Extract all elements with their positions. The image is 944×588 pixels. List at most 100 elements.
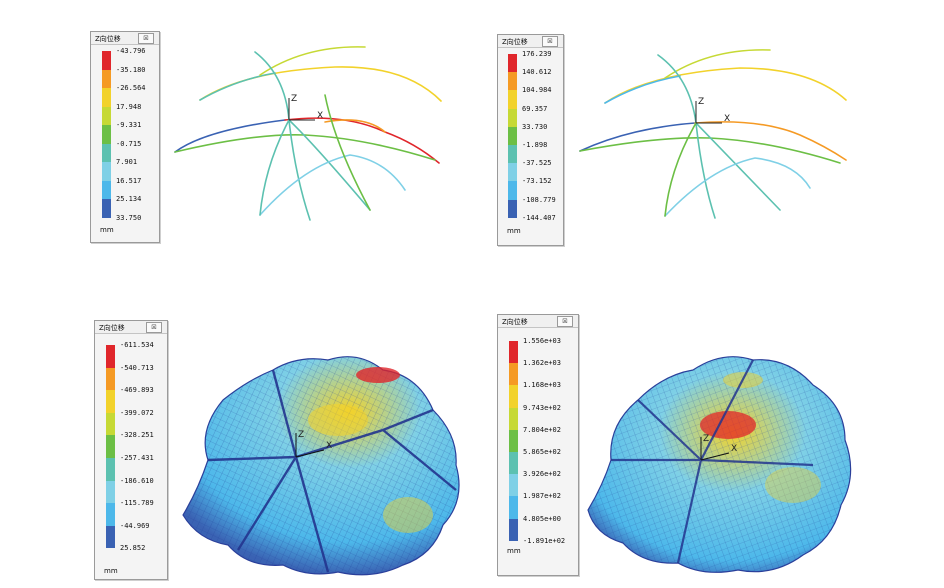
legend-titlebar[interactable]: Z向位移 ☒: [95, 321, 167, 334]
arch-member: [695, 122, 781, 211]
scale-value: 4.805e+00: [523, 514, 561, 523]
scale-value: 5.865e+02: [523, 448, 561, 456]
unit-label: mm: [104, 567, 118, 575]
scale-value: 16.517: [116, 176, 142, 185]
scale-value: 17.948: [116, 102, 142, 111]
z-axis-label: Z: [698, 97, 704, 107]
scale-value: -611.534: [120, 341, 154, 349]
scale-value: -115.789: [120, 499, 154, 508]
x-axis: [295, 449, 325, 458]
color-swatch: [102, 162, 111, 181]
scale-value: 33.730: [522, 122, 548, 131]
scale-value: -540.713: [120, 363, 154, 372]
scale-value: -0.715: [116, 139, 142, 148]
color-swatch: [106, 412, 115, 436]
color-swatch: [509, 407, 518, 430]
membrane-mesh-view-4: Z X: [587, 356, 852, 573]
arch-member: [288, 119, 371, 211]
scale-value: 1.168e+03: [523, 381, 561, 390]
color-swatch: [102, 106, 111, 125]
color-swatch: [509, 518, 518, 541]
color-swatch: [508, 145, 517, 164]
z-axis-label: Z: [291, 94, 297, 104]
scale-value: -144.407: [522, 213, 556, 222]
scale-value: 176.239: [522, 50, 552, 58]
scale-value: 140.612: [522, 68, 552, 77]
arch-member: [579, 136, 841, 164]
arch-member: [259, 154, 406, 216]
close-icon[interactable]: ☒: [138, 33, 154, 44]
legend-titlebar[interactable]: Z向位移 ☒: [498, 35, 563, 48]
scale-value: -469.893: [120, 386, 154, 395]
scale-value: -1.898: [522, 141, 548, 149]
cable: [236, 456, 298, 551]
arch-member: [324, 94, 371, 211]
arch-member: [284, 117, 440, 164]
legend-titlebar[interactable]: Z向位移 ☒: [498, 315, 578, 328]
scale-value: -186.610: [120, 476, 154, 485]
scale-value: 25.134: [116, 195, 142, 203]
color-swatch: [106, 458, 115, 481]
cable: [382, 408, 434, 432]
arch-member: [259, 119, 290, 216]
color-swatch: [509, 496, 518, 519]
x-axis-label: X: [317, 111, 323, 121]
cable: [637, 399, 702, 461]
color-swatch: [508, 199, 517, 218]
arch-member: [694, 121, 847, 161]
color-swatch: [106, 503, 115, 526]
cable: [676, 459, 703, 564]
x-axis-label: X: [724, 114, 730, 124]
color-swatch: [508, 126, 517, 145]
arch-member: [664, 122, 697, 217]
close-icon[interactable]: ☒: [146, 322, 162, 333]
scale-value: -73.152: [522, 177, 552, 186]
legend-title: Z向位移: [95, 35, 121, 43]
scale-value: 33.750: [116, 213, 142, 222]
color-swatch: [106, 390, 115, 413]
arch-member: [664, 49, 771, 79]
z-axis-label: Z: [298, 430, 304, 440]
close-icon[interactable]: ☒: [557, 316, 573, 327]
color-swatch: [508, 72, 517, 91]
scale-value: 104.984: [522, 86, 552, 95]
color-swatch: [509, 452, 518, 475]
legend-panel-2: Z向位移 ☒ 176.239 140.612 104.984 69.357 33.730…: [497, 34, 564, 246]
unit-label: mm: [100, 226, 114, 234]
color-swatch: [102, 180, 111, 199]
color-swatch: [102, 125, 111, 144]
legend-title: Z向位移: [502, 38, 528, 46]
arch-member: [259, 46, 366, 76]
cable: [207, 455, 297, 462]
scale-value: 1.987e+02: [523, 492, 561, 501]
cable: [382, 429, 457, 491]
scale-value: -44.969: [120, 521, 150, 530]
color-swatch: [508, 108, 517, 127]
color-swatch: [102, 69, 111, 88]
scale-value: 1.362e+03: [523, 359, 561, 368]
cable: [294, 456, 330, 573]
scale-value: -108.779: [522, 195, 556, 204]
cable: [295, 428, 384, 459]
legend-panel-4: Z向位移 ☒ 1.556e+03 1.362e+03 1.168e+03 9.743e…: [497, 314, 579, 576]
color-swatch: [106, 525, 115, 549]
scale-value: 7.901: [116, 158, 138, 166]
cable: [271, 369, 298, 458]
scale-value: 9.743e+02: [523, 403, 561, 412]
arch-member: [174, 119, 286, 153]
scale-value: -43.796: [116, 47, 146, 55]
color-swatch: [508, 90, 517, 109]
color-swatch: [509, 363, 518, 386]
x-axis-label: X: [731, 444, 737, 454]
arch-member: [199, 72, 276, 101]
color-swatch: [106, 367, 115, 391]
scale-value: -9.331: [116, 121, 142, 129]
color-swatch: [102, 143, 111, 162]
color-swatch: [508, 163, 517, 182]
arch-member: [579, 122, 696, 152]
legend-title: Z向位移: [502, 318, 528, 326]
close-icon[interactable]: ☒: [542, 36, 558, 47]
cable: [700, 458, 814, 467]
legend-titlebar[interactable]: Z向位移 ☒: [91, 32, 159, 45]
legend-panel-3: Z向位移 ☒ -611.534 -540.713 -469.893 -399.072 -…: [94, 320, 168, 580]
